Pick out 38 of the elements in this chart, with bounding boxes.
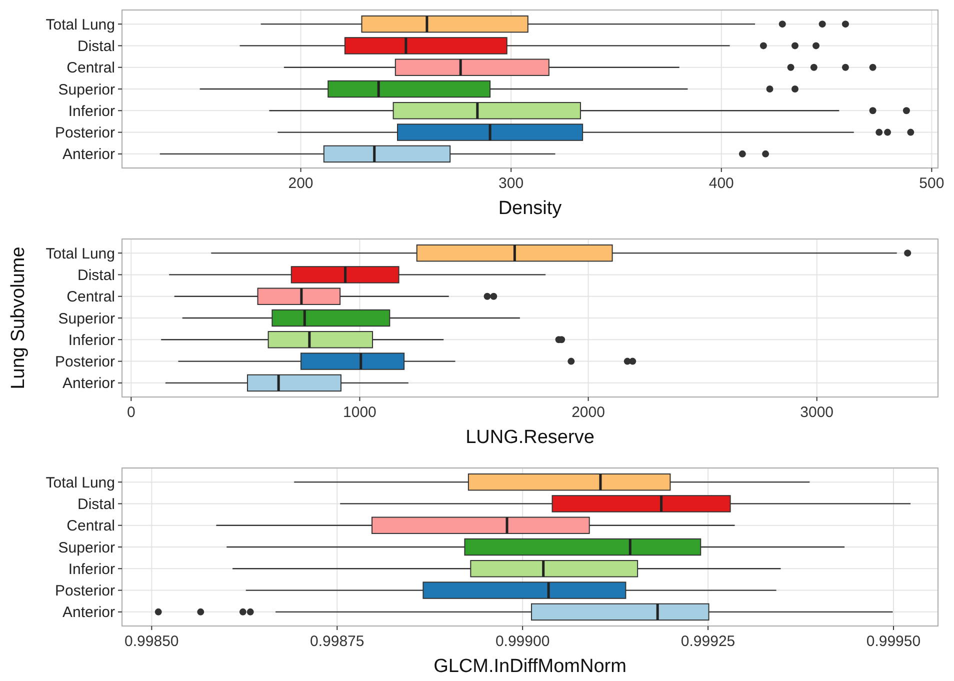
x-tick-label: 0.99850	[124, 633, 179, 650]
x-tick-label: 500	[919, 175, 944, 192]
y-tick-label: Distal	[77, 496, 115, 513]
y-tick-label: Anterior	[62, 375, 115, 392]
y-tick-label: Posterior	[54, 582, 115, 600]
y-tick-label: Total Lung	[46, 16, 115, 34]
y-tick-label: Total Lung	[46, 245, 115, 262]
y-tick-label: Anterior	[62, 604, 115, 622]
y-tick-label: Distal	[77, 38, 115, 55]
x-tick-label: 0.99900	[495, 633, 550, 650]
x-tick-label: 1000	[343, 404, 376, 421]
y-tick-label: Central	[66, 288, 115, 306]
x-axis-title: Density	[498, 198, 562, 219]
y-tick-label: Superior	[58, 310, 115, 328]
y-tick-label: Inferior	[68, 102, 115, 120]
x-tick-label: 0.99875	[310, 633, 364, 650]
y-tick-label: Total Lung	[46, 474, 115, 492]
x-tick-label: 0	[126, 404, 136, 421]
x-tick-label: 2000	[572, 404, 605, 421]
y-tick-label: Posterior	[54, 354, 115, 371]
x-axis-title: GLCM.InDiffMomNorm	[434, 656, 626, 677]
y-tick-label: Inferior	[68, 332, 115, 349]
y-tick-label: Anterior	[62, 146, 115, 164]
x-tick-label: 0.99925	[680, 633, 736, 650]
x-tick-label: 300	[498, 175, 524, 192]
x-tick-label: 3000	[800, 404, 834, 421]
y-axis-title: Lung Subvolume	[8, 246, 29, 390]
y-tick-label: Distal	[77, 266, 115, 284]
y-tick-label: Inferior	[68, 560, 115, 578]
y-tick-label: Superior	[58, 539, 115, 556]
y-tick-label: Central	[66, 60, 115, 77]
y-tick-label: Central	[66, 518, 115, 535]
x-tick-label: 0.99950	[866, 633, 921, 650]
y-tick-label: Superior	[58, 81, 115, 98]
x-tick-label: 200	[288, 175, 314, 192]
x-tick-label: 400	[708, 175, 734, 192]
y-tick-label: Posterior	[54, 124, 115, 142]
x-axis-title: LUNG.Reserve	[466, 427, 594, 448]
